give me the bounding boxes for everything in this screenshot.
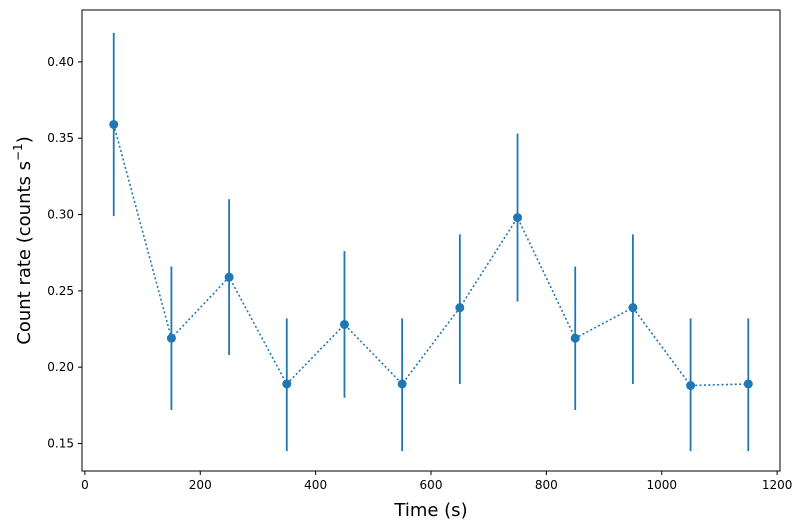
x-tick-label: 1000: [646, 478, 677, 492]
data-point: [109, 119, 119, 129]
x-tick-label: 800: [535, 478, 558, 492]
y-tick-label: 0.20: [47, 360, 74, 374]
x-axis-title: Time (s): [393, 500, 467, 521]
x-tick-label: 600: [420, 478, 443, 492]
x-axis-ticks: 0 200 400 600 800 1000 1200: [81, 471, 792, 492]
data-point: [397, 379, 407, 389]
data-point: [513, 213, 523, 223]
y-tick-label: 0.40: [47, 55, 74, 69]
y-axis-title-main: Count rate (counts s: [14, 161, 35, 345]
data-point: [628, 303, 638, 313]
data-point: [166, 333, 176, 343]
y-axis-title: Count rate (counts s−1): [11, 136, 35, 344]
y-axis-title-close: ): [14, 136, 35, 143]
x-tick-label: 1200: [762, 478, 793, 492]
y-tick-label: 0.15: [47, 437, 74, 451]
y-axis-title-superscript: −1: [11, 143, 25, 161]
axes-frame: [81, 9, 781, 472]
data-point: [282, 379, 292, 389]
y-tick-label: 0.30: [47, 208, 74, 222]
series-connector-line: [112, 124, 749, 387]
y-tick-label: 0.25: [47, 284, 74, 298]
y-tick-label: 0.35: [47, 131, 74, 145]
data-point: [455, 303, 465, 313]
data-point: [570, 333, 580, 343]
data-point: [743, 379, 753, 389]
data-point: [686, 381, 696, 391]
data-point: [339, 319, 349, 329]
x-tick-label: 200: [189, 478, 212, 492]
y-axis-ticks: 0.15 0.20 0.25 0.30 0.35 0.40: [47, 55, 82, 451]
x-tick-label: 400: [304, 478, 327, 492]
plot-area: [109, 32, 753, 452]
x-tick-label: 0: [81, 478, 89, 492]
data-point: [224, 272, 234, 282]
